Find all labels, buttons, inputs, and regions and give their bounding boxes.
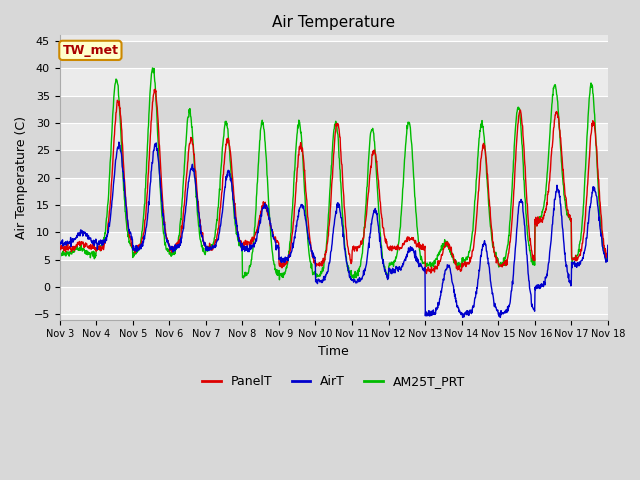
- Bar: [60, 205, 608, 232]
- Bar: [60, 41, 608, 68]
- Bar: [60, 287, 608, 314]
- Title: Air Temperature: Air Temperature: [272, 15, 396, 30]
- Legend: PanelT, AirT, AM25T_PRT: PanelT, AirT, AM25T_PRT: [198, 370, 470, 393]
- Bar: [60, 68, 608, 96]
- Y-axis label: Air Temperature (C): Air Temperature (C): [15, 116, 28, 239]
- Bar: [60, 178, 608, 205]
- Bar: [60, 232, 608, 260]
- Bar: [60, 96, 608, 123]
- Bar: [60, 260, 608, 287]
- Bar: [60, 123, 608, 150]
- Text: TW_met: TW_met: [62, 44, 118, 57]
- X-axis label: Time: Time: [318, 345, 349, 358]
- Bar: [60, 150, 608, 178]
